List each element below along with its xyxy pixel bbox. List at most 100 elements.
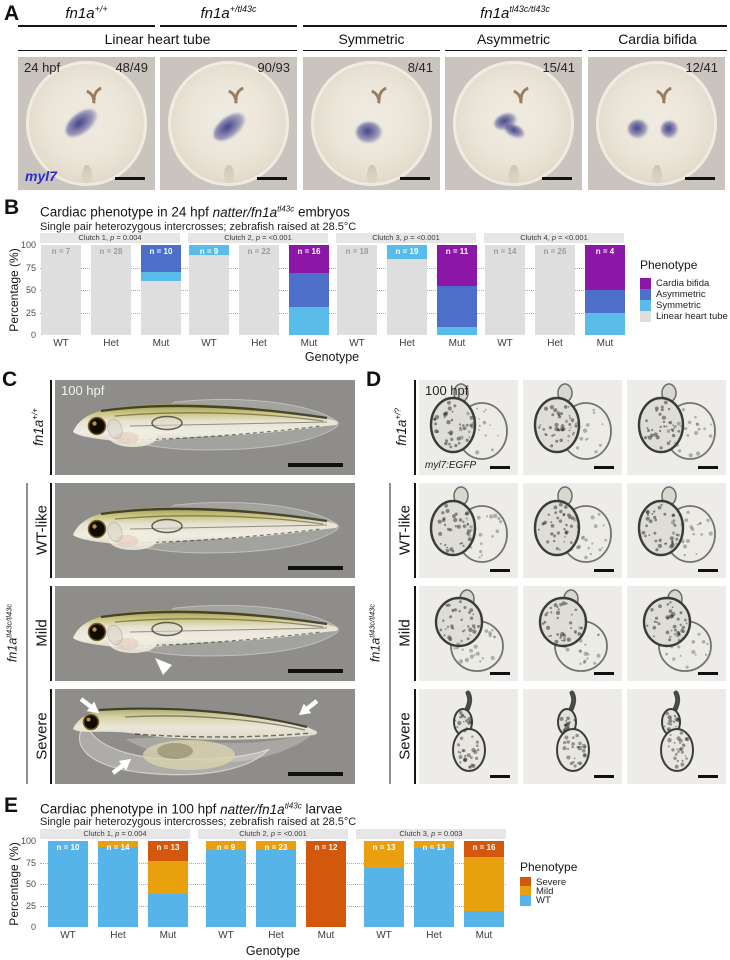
- mutant-bracket: [389, 483, 391, 784]
- y-tick-label: 25: [25, 307, 36, 318]
- scale-bar: [490, 775, 510, 778]
- facet-strip-label: Clutch 2, p = <0.001: [188, 233, 328, 243]
- y-tick-label: 100: [20, 836, 36, 846]
- heart-image-mild: [627, 586, 726, 681]
- stacked-bar: n = 7: [41, 245, 81, 335]
- genotype-sup: tl43c/tl43c: [509, 4, 550, 14]
- scale-bar: [490, 672, 510, 675]
- stacked-bar: n = 11: [437, 245, 477, 335]
- legend-title: Phenotype: [520, 860, 578, 874]
- larva-image-wt-like: [55, 483, 355, 578]
- legend-label: Severe: [536, 877, 567, 888]
- row-label-mild: Mild: [396, 619, 414, 647]
- facet-strip-label: Clutch 1, p = 0.004: [40, 233, 180, 243]
- bar-segment-symmetric: [437, 326, 477, 335]
- genotype-base: fn1a: [393, 419, 409, 446]
- stacked-bar: n = 22: [239, 245, 279, 335]
- embryo-image-symmetric: 8/41: [303, 57, 440, 190]
- panel-e-label: E: [4, 794, 19, 817]
- title-italic: natter/fn1a: [212, 204, 278, 220]
- heart-image-het: [627, 380, 726, 475]
- gridline: [40, 267, 624, 269]
- x-axis-title: Genotype: [245, 944, 301, 958]
- phenotype-header-bifida: Cardia bifida: [588, 31, 727, 51]
- row-label-mild: Mild: [33, 619, 51, 647]
- stage-label: 100 hpf: [425, 383, 469, 398]
- row-divider: [50, 380, 52, 475]
- facet-strip-label: Clutch 1, p = 0.004: [40, 829, 190, 839]
- legend-label: Asymmetric: [656, 289, 706, 300]
- bar-segment-linear: [535, 245, 575, 335]
- bar-segment-wt: [256, 848, 296, 927]
- bar-n-label: n = 13: [422, 843, 446, 852]
- x-tick-label: WT: [497, 338, 513, 349]
- bar-segment-wt: [148, 894, 188, 927]
- genotype-base: fn1a: [200, 5, 230, 22]
- title-text: Cardiac phenotype in 100 hpf: [40, 801, 221, 817]
- bar-n-label: n = 9: [199, 247, 219, 256]
- bar-segment-linear: [239, 245, 279, 335]
- legend-swatch: [640, 300, 651, 311]
- heart-image-wt-like: [523, 483, 622, 578]
- heart-image-severe: [523, 689, 622, 784]
- chart-subtitle: Single pair heterozygous intercrosses; z…: [40, 816, 357, 828]
- row-divider: [414, 483, 416, 578]
- stacked-bar: n = 10: [141, 245, 181, 335]
- y-tick-label: 50: [25, 285, 36, 295]
- stacked-bar: n = 14: [485, 245, 525, 335]
- legend-label: Linear heart tube: [656, 311, 728, 322]
- x-tick-label: Mut: [596, 338, 614, 349]
- bar-segment-wt: [414, 847, 454, 927]
- scale-bar: [490, 466, 510, 469]
- bar-segment-severe: [464, 841, 504, 858]
- bar-segment-wt: [206, 850, 246, 927]
- bar-segment-asymmetric: [585, 290, 625, 313]
- stacked-bar: n = 9: [189, 245, 229, 335]
- x-tick-label: Mut: [152, 338, 170, 349]
- scale-bar: [288, 669, 343, 673]
- bar-segment-bifida: [289, 245, 329, 273]
- stacked-bar: n = 13: [148, 841, 188, 927]
- scale-bar: [288, 566, 343, 570]
- legend-label: Cardia bifida: [656, 278, 710, 289]
- bar-segment-mild: [364, 841, 404, 868]
- mutant-bracket: [26, 483, 28, 784]
- genotype-base: fn1a: [65, 5, 95, 22]
- row-label-severe: Severe: [33, 712, 51, 760]
- stacked-bar: n = 13: [414, 841, 454, 927]
- bar-segment-wt: [364, 867, 404, 927]
- scale-bar: [698, 672, 718, 675]
- scale-bar: [257, 176, 287, 180]
- title-italic: natter/fn1a: [220, 801, 285, 817]
- row-label-wt-genotype: fn1a+/+: [30, 408, 46, 446]
- genotype-sup: +/tl43c: [229, 4, 257, 14]
- bar-segment-wt: [464, 910, 504, 927]
- chart-title: Cardiac phenotype in 100 hpf natter/fn1a…: [40, 801, 342, 817]
- bar-segment-mild: [98, 841, 138, 848]
- scale-bar: [594, 569, 614, 572]
- bar-segment-mild: [256, 841, 296, 849]
- bar-n-label: n = 13: [156, 843, 180, 852]
- row-divider: [414, 586, 416, 681]
- x-tick-label: WT: [201, 338, 217, 349]
- row-label-wt-like: WT-like: [33, 505, 51, 555]
- count-label: 8/41: [407, 60, 433, 75]
- x-tick-label: Mut: [448, 338, 466, 349]
- heart-image-mild: [419, 586, 518, 681]
- heart-image-severe: [627, 689, 726, 784]
- scale-bar: [594, 466, 614, 469]
- x-tick-label: WT: [376, 930, 392, 941]
- x-tick-label: Het: [268, 930, 284, 941]
- genotype-header-wt: fn1a+/+: [18, 4, 155, 27]
- legend-entry: Severe: [520, 877, 566, 888]
- genotype-sup: +/?: [393, 408, 403, 420]
- x-tick-label: Het: [426, 930, 442, 941]
- x-tick-label: Mut: [317, 930, 335, 941]
- stacked-bar: n = 19: [387, 245, 427, 335]
- bar-segment-mild: [206, 841, 246, 851]
- legend-label: Symmetric: [656, 300, 701, 311]
- row-divider: [414, 689, 416, 784]
- title-sup: tl43c: [284, 801, 302, 810]
- marker-label: myl7: [25, 168, 57, 184]
- larva-image-mild: [55, 586, 355, 681]
